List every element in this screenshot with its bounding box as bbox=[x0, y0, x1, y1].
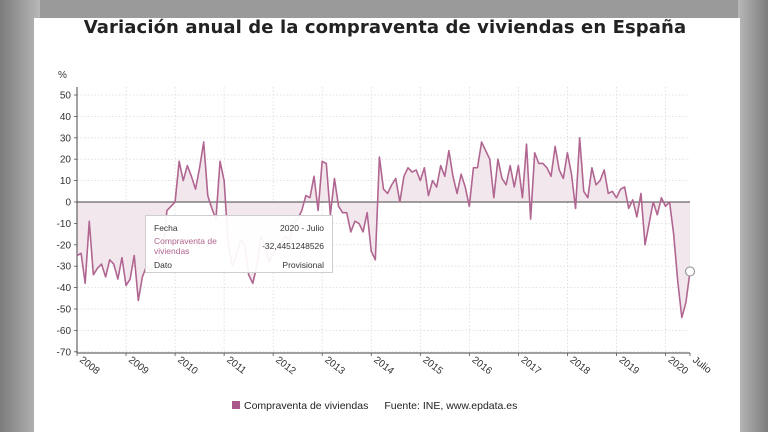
y-tick-label: -70 bbox=[57, 347, 72, 358]
x-tick-label: 2015 bbox=[420, 355, 445, 378]
tooltip-date-key: Fecha bbox=[154, 223, 178, 233]
source-credit: Fuente: INE, www.epdata.es bbox=[384, 400, 518, 412]
tooltip-date-value: 2020 - Julio bbox=[280, 223, 324, 233]
y-tick-label: -40 bbox=[57, 283, 72, 294]
x-tick-label: 2012 bbox=[273, 355, 298, 378]
data-tooltip: Fecha 2020 - Julio Compraventa de vivien… bbox=[145, 215, 333, 273]
background-left-edge bbox=[0, 0, 40, 432]
y-tick-label: -30 bbox=[57, 262, 72, 273]
y-tick-labels: % 50 40 30 20 10 0 -10 -20 -30 -40 -50 -60 -70 bbox=[57, 70, 72, 358]
y-tick-label: 50 bbox=[60, 91, 72, 102]
legend-swatch bbox=[232, 401, 240, 409]
background-right-edge bbox=[738, 0, 768, 432]
series-line-layer bbox=[76, 137, 691, 319]
x-tick-label: 2018 bbox=[568, 355, 593, 378]
chart-title: Variación anual de la compraventa de viv… bbox=[83, 17, 687, 38]
tooltip-status-key: Dato bbox=[154, 260, 172, 270]
series-line[interactable] bbox=[76, 137, 691, 319]
highlighted-point[interactable] bbox=[684, 266, 696, 277]
y-axis-unit-label: % bbox=[58, 70, 67, 81]
x-tick-labels: 2008 2009 2010 2011 2012 2013 2014 2015 2016 2017… bbox=[77, 355, 713, 378]
y-tick-label: -60 bbox=[57, 326, 72, 337]
series-area bbox=[77, 137, 690, 318]
x-tick-label: 2020 bbox=[666, 355, 691, 378]
x-tick-label: 2008 bbox=[77, 355, 102, 378]
tooltip-series-value: -32,4451248526 bbox=[262, 241, 324, 251]
y-tick-label: -10 bbox=[57, 219, 72, 230]
chart-legend[interactable]: Compraventa de viviendas Fuente: INE, www… bbox=[232, 400, 517, 412]
y-tick-label: -20 bbox=[57, 240, 72, 251]
highlighted-point-layer bbox=[684, 266, 696, 277]
x-tick-label: 2014 bbox=[371, 355, 396, 378]
x-tick-label: 2013 bbox=[322, 355, 347, 378]
y-tick-label: -50 bbox=[57, 305, 72, 316]
x-tick-label: 2016 bbox=[469, 355, 494, 378]
tooltip-status-value: Provisional bbox=[282, 260, 324, 270]
x-tick-label: 2010 bbox=[175, 355, 200, 378]
x-tick-label: 2011 bbox=[224, 355, 248, 377]
legend-series-label: Compraventa de viviendas bbox=[244, 400, 369, 412]
chart-area-fill bbox=[77, 137, 690, 318]
x-tick-label: 2017 bbox=[519, 355, 544, 378]
tooltip-series-key: Compraventa de viviendas bbox=[154, 236, 217, 256]
x-tick-label: 2009 bbox=[126, 355, 151, 378]
x-tick-label: Julio bbox=[690, 355, 713, 377]
x-tick-label: 2019 bbox=[617, 355, 642, 378]
y-tick-label: 30 bbox=[60, 133, 72, 144]
y-tick-label: 0 bbox=[65, 198, 71, 209]
y-tick-label: 20 bbox=[60, 155, 72, 166]
y-tick-label: 40 bbox=[60, 112, 72, 123]
y-tick-label: 10 bbox=[60, 176, 72, 187]
axes bbox=[74, 87, 691, 356]
